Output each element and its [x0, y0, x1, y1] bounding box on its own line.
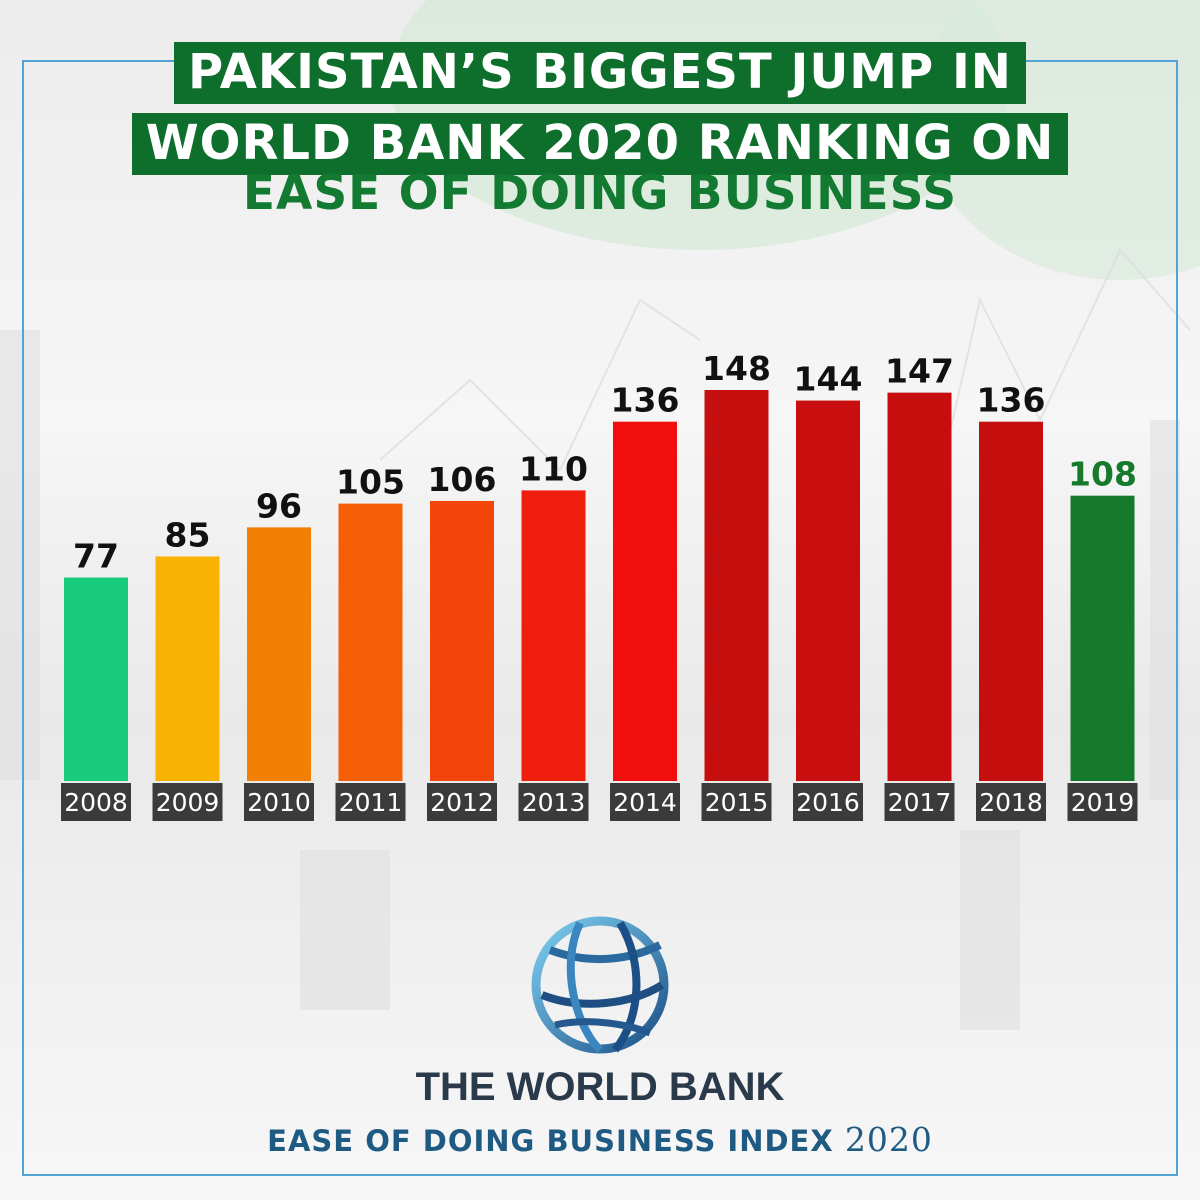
bar-2012: [430, 500, 494, 781]
bar-2010: [247, 527, 311, 781]
value-label-2018: 136: [977, 381, 1046, 420]
year-label-box-2019: [1067, 783, 1138, 821]
bar-2009: [155, 556, 220, 781]
index-subtitle: EASE OF DOING BUSINESS INDEX 2020: [0, 1120, 1200, 1159]
year-label-box-2017: [884, 783, 955, 821]
year-label-2019: 2019: [1071, 788, 1135, 817]
year-label-2009: 2009: [156, 788, 220, 817]
bar-2008: [64, 577, 128, 781]
title-line-3: EASE OF DOING BUSINESS: [242, 166, 958, 221]
value-label-2009: 85: [165, 515, 211, 554]
year-label-2018: 2018: [979, 788, 1043, 817]
value-label-2015: 148: [702, 349, 771, 388]
year-label-2016: 2016: [796, 788, 860, 817]
world-bank-globe-logo: [531, 916, 669, 1054]
year-label-2011: 2011: [339, 788, 403, 817]
year-label-box-2011: [335, 783, 406, 821]
year-label-2017: 2017: [888, 788, 952, 817]
value-label-2012: 106: [428, 460, 497, 499]
value-label-2016: 144: [794, 360, 863, 399]
bar-2011: [338, 503, 403, 781]
value-label-2013: 110: [519, 449, 588, 488]
year-label-box-2009: [152, 783, 223, 821]
organization-name: THE WORLD BANK: [415, 1065, 785, 1109]
year-label-box-2008: [61, 783, 131, 821]
year-label-box-2013: [518, 783, 589, 821]
year-label-box-2012: [427, 783, 497, 821]
index-label: EASE OF DOING BUSINESS INDEX: [267, 1124, 834, 1158]
title-line-1-text: PAKISTAN’S BIGGEST JUMP IN: [174, 42, 1026, 104]
year-label-2015: 2015: [705, 788, 769, 817]
bar-2013: [521, 490, 586, 781]
value-label-2010: 96: [256, 486, 302, 525]
title-line-2-text: WORLD BANK 2020 RANKING ON: [131, 113, 1069, 175]
year-label-2012: 2012: [430, 788, 494, 817]
year-label-2013: 2013: [522, 788, 586, 817]
bar-2019: [1070, 495, 1135, 781]
year-label-2014: 2014: [613, 788, 677, 817]
value-label-2017: 147: [885, 352, 954, 391]
year-label-2010: 2010: [247, 788, 311, 817]
index-year: 2020: [844, 1120, 933, 1159]
value-label-2008: 77: [73, 537, 119, 576]
value-label-2014: 136: [611, 381, 680, 420]
value-label-2011: 105: [336, 463, 405, 502]
bar-2016: [796, 400, 860, 781]
year-label-box-2018: [976, 783, 1046, 821]
value-label-2019: 108: [1068, 455, 1137, 494]
year-label-box-2015: [701, 783, 772, 821]
year-label-box-2016: [793, 783, 863, 821]
year-label-box-2014: [610, 783, 680, 821]
year-label-box-2010: [244, 783, 314, 821]
title-line-2: WORLD BANK 2020 RANKING ON: [0, 113, 1200, 175]
bar-2015: [704, 390, 769, 781]
bar-2014: [613, 421, 677, 781]
year-label-2008: 2008: [64, 788, 128, 817]
bar-2017: [887, 392, 952, 781]
title-line-1: PAKISTAN’S BIGGEST JUMP IN: [0, 42, 1200, 104]
bar-2018: [979, 421, 1043, 781]
